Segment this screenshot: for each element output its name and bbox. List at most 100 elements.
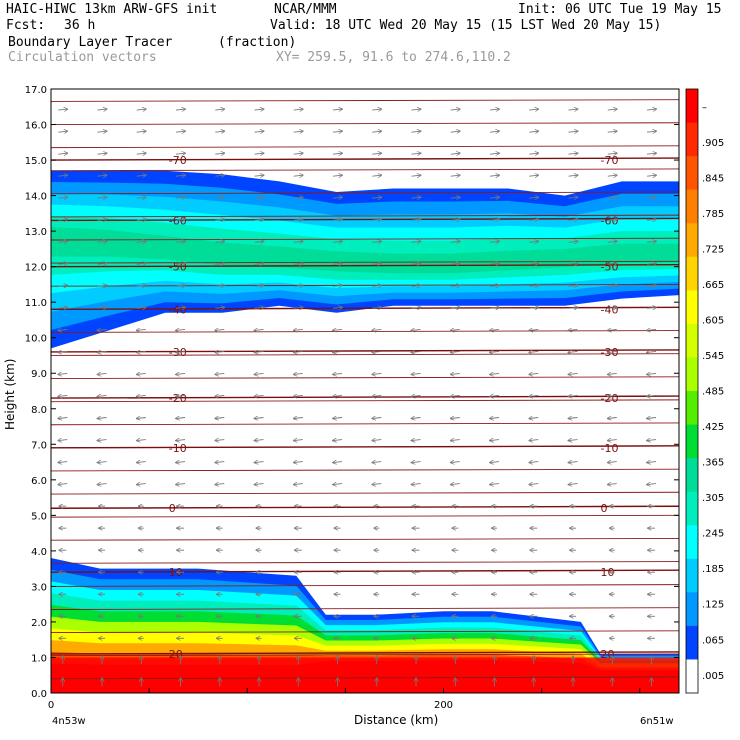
circulation-vector <box>97 263 107 264</box>
y-tick-label: 16.0 <box>25 121 47 132</box>
colorbar-label: .845 <box>702 173 724 184</box>
circulation-vector <box>647 395 657 396</box>
circulation-vector <box>254 131 264 132</box>
colorbar-label: .785 <box>702 209 724 220</box>
circulation-vector <box>607 131 617 132</box>
colorbar-label: .545 <box>702 351 724 362</box>
circulation-vector <box>255 373 264 374</box>
circulation-vector <box>411 153 421 154</box>
circulation-vector <box>332 109 342 110</box>
isotherm-line <box>51 584 679 587</box>
circulation-vector <box>215 373 225 374</box>
colorbar-label: .485 <box>702 387 724 398</box>
circulation-vector <box>136 263 146 264</box>
colorbar-swatch <box>686 625 698 660</box>
circulation-vector <box>450 285 460 286</box>
circulation-vector <box>412 440 421 441</box>
isotherm-label: -20 <box>601 392 619 405</box>
colorbar-swatch <box>686 256 698 291</box>
isotherm-line <box>51 191 679 195</box>
isotherm-line <box>51 653 679 657</box>
circulation-vector <box>255 462 264 463</box>
circulation-vector <box>136 175 146 176</box>
circulation-vector <box>294 418 303 419</box>
circulation-vector <box>569 484 578 485</box>
circulation-vector <box>137 440 146 441</box>
circulation-vector <box>136 109 146 110</box>
circulation-vector <box>529 197 538 198</box>
circulation-vector <box>293 175 303 176</box>
circulation-vector <box>450 131 460 132</box>
colorbar-label: .725 <box>702 244 724 255</box>
y-tick-label: 8.0 <box>31 405 47 416</box>
circulation-vector <box>176 395 186 396</box>
circulation-vector <box>608 395 617 396</box>
circulation-vector <box>490 440 500 441</box>
isotherm-line <box>51 399 679 403</box>
circulation-vector <box>529 395 539 396</box>
circulation-vector <box>489 175 499 176</box>
y-tick-label: 1.0 <box>31 653 47 664</box>
x-right-location: 6n51w <box>640 716 674 727</box>
circulation-vector <box>529 418 539 419</box>
circulation-vector <box>294 462 303 463</box>
circulation-vector <box>58 418 68 419</box>
circulation-vector <box>58 175 67 176</box>
circulation-vector <box>490 373 500 374</box>
circulation-vector <box>412 395 421 396</box>
circulation-vector <box>137 484 146 485</box>
circulation-vector <box>647 418 657 419</box>
circulation-vector <box>215 219 224 220</box>
circulation-vector <box>58 153 67 154</box>
circulation-vector <box>215 484 225 485</box>
circulation-vector <box>294 329 303 330</box>
circulation-vector <box>568 219 578 220</box>
circulation-vector <box>255 418 264 419</box>
circulation-vector <box>254 219 264 220</box>
y-tick-label: 6.0 <box>31 476 47 487</box>
circulation-vector <box>332 175 342 176</box>
circulation-vector <box>569 329 578 330</box>
circulation-vector <box>646 219 656 220</box>
circulation-vector <box>412 462 421 463</box>
circulation-vector <box>568 109 578 110</box>
circulation-vector <box>569 351 578 352</box>
circulation-vector <box>333 351 343 352</box>
colorbar-label: .065 <box>702 635 724 646</box>
colorbar-swatch <box>686 290 698 325</box>
circulation-vector <box>451 418 460 419</box>
circulation-vector <box>254 109 264 110</box>
circulation-vector <box>332 219 342 220</box>
circulation-vector <box>646 263 656 264</box>
circulation-vector <box>608 418 617 419</box>
isotherm-label: -50 <box>169 261 187 274</box>
circulation-vector <box>333 440 343 441</box>
circulation-vector <box>176 484 186 485</box>
circulation-vector <box>529 484 539 485</box>
circulation-vector <box>568 307 578 308</box>
circulation-vector <box>451 373 460 374</box>
circulation-vector <box>568 285 578 286</box>
circulation-vector <box>372 395 382 396</box>
circulation-vector <box>254 263 264 264</box>
circulation-vector <box>450 219 460 220</box>
circulation-vector <box>293 241 303 242</box>
colorbar-swatch <box>686 189 698 224</box>
circulation-vector <box>255 351 264 352</box>
circulation-vector <box>254 153 264 154</box>
isotherm-line <box>51 676 679 680</box>
circulation-vector <box>490 351 500 352</box>
colorbar-swatch <box>686 156 698 191</box>
circulation-vector <box>607 263 617 264</box>
circulation-vector <box>333 462 343 463</box>
circulation-vector <box>372 484 382 485</box>
circulation-vector <box>647 373 657 374</box>
circulation-vector <box>451 329 460 330</box>
circulation-vector <box>529 462 539 463</box>
circulation-vector <box>608 373 617 374</box>
circulation-vector <box>607 241 617 242</box>
valid-time: Valid: 18 UTC Wed 20 May 15 (15 LST Wed … <box>270 18 662 33</box>
circulation-vector <box>569 462 578 463</box>
circulation-vector <box>568 197 578 198</box>
circulation-vector <box>293 131 303 132</box>
